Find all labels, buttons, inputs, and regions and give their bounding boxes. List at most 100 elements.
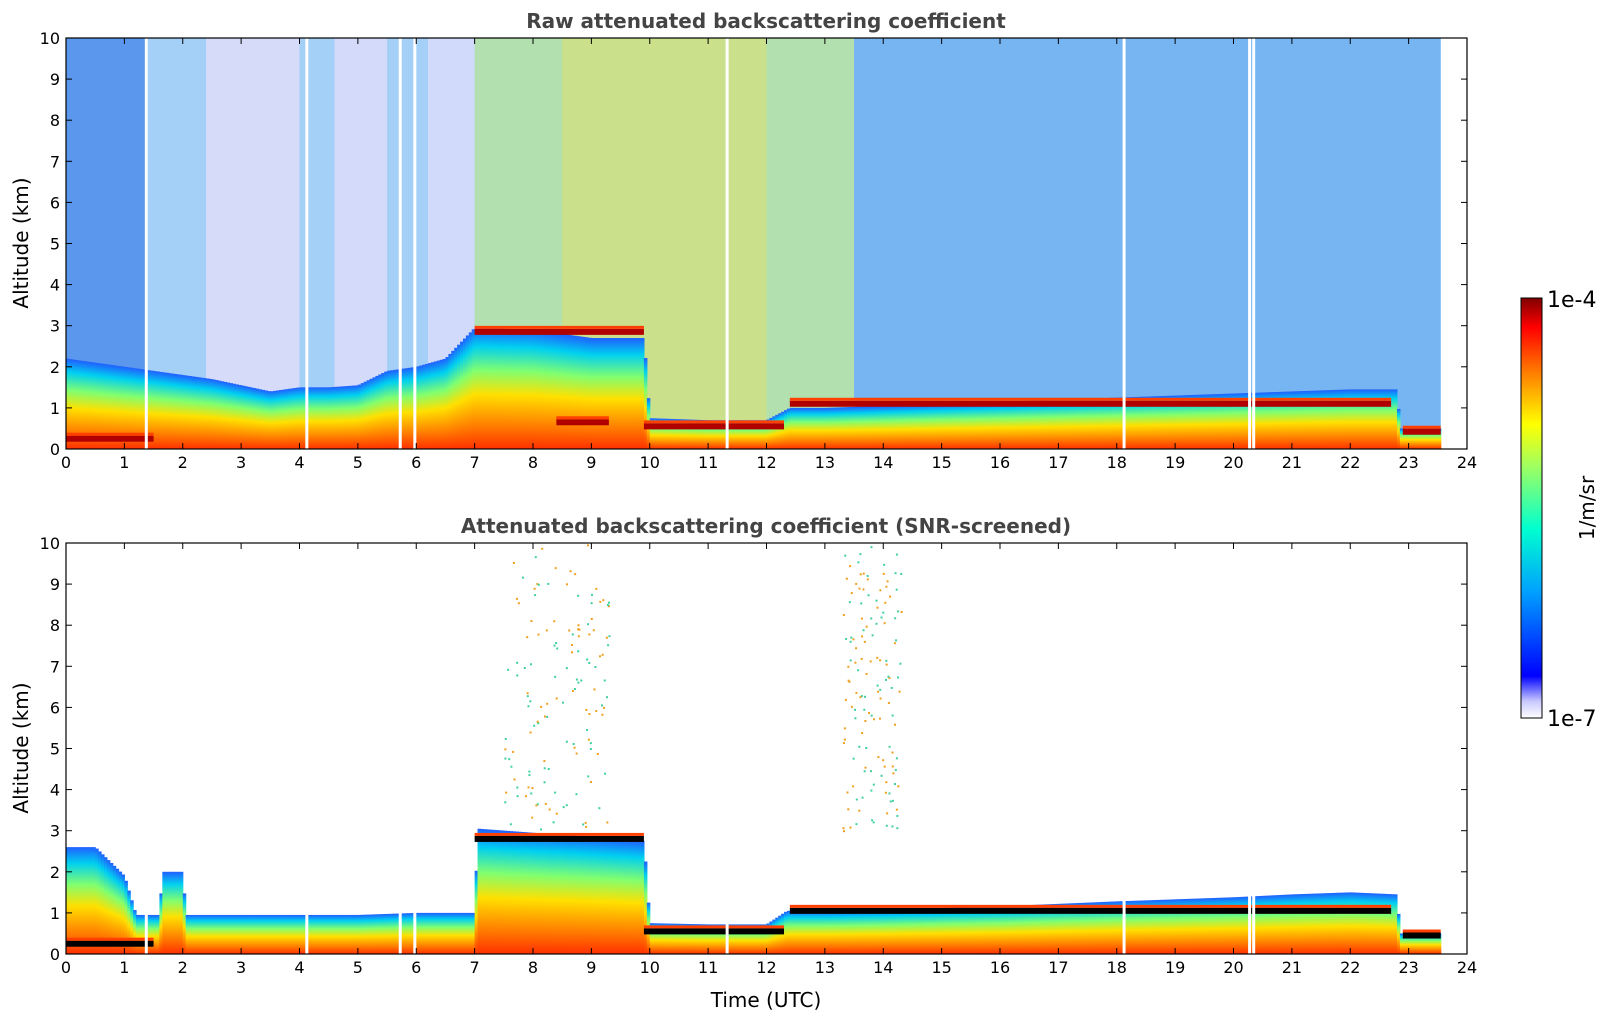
y-tick-label: 3	[50, 317, 60, 336]
backscatter-column	[217, 380, 222, 449]
speck	[516, 795, 519, 798]
backscatter-column	[801, 910, 806, 954]
speck	[877, 690, 880, 693]
backscatter-column	[384, 371, 388, 449]
speck	[526, 692, 529, 695]
backscatter-column	[173, 373, 178, 449]
backscatter-column	[506, 328, 511, 449]
data-gap	[144, 543, 148, 954]
backscatter-column	[217, 914, 222, 954]
backscatter-column	[1201, 394, 1205, 449]
backscatter-column	[1382, 893, 1386, 954]
data-gap	[725, 543, 729, 954]
cloud-layer	[789, 400, 1392, 407]
backscatter-column	[588, 337, 592, 449]
backscatter-column	[1163, 395, 1167, 449]
speck	[855, 798, 858, 801]
backscatter-column	[1032, 904, 1036, 954]
y-tick-label: 6	[50, 698, 60, 717]
speck	[871, 819, 874, 822]
backscatter-column	[979, 906, 984, 954]
backscatter-column	[754, 420, 759, 449]
speck	[876, 606, 879, 609]
x-tick-label: 0	[61, 453, 71, 472]
speck	[891, 751, 894, 754]
backscatter-column	[462, 338, 467, 449]
backscatter-column	[430, 362, 435, 449]
speck	[895, 808, 898, 811]
backscatter-column	[1020, 905, 1024, 954]
speck	[543, 781, 546, 784]
backscatter-column	[1408, 428, 1413, 449]
backscatter-column	[1385, 893, 1389, 954]
backscatter-column	[118, 871, 123, 954]
speck	[587, 623, 590, 626]
backscatter-column	[1359, 389, 1363, 449]
backscatter-column	[676, 419, 680, 449]
speck	[855, 647, 858, 650]
backscatter-column	[159, 371, 163, 449]
speck	[598, 807, 601, 810]
backscatter-column	[340, 386, 344, 449]
backscatter-column	[235, 914, 239, 954]
backscatter-column	[194, 376, 198, 449]
backscatter-column	[871, 909, 876, 954]
backscatter-column	[1090, 902, 1094, 954]
backscatter-column	[932, 908, 937, 954]
backscatter-column	[976, 906, 981, 954]
backscatter-column	[1105, 397, 1109, 449]
backscatter-column	[1093, 398, 1097, 449]
backscatter-column	[912, 908, 916, 954]
backscatter-column	[1359, 892, 1363, 954]
speck	[849, 826, 852, 829]
backscatter-column	[1382, 389, 1386, 449]
backscatter-column	[220, 914, 225, 954]
speck	[586, 729, 589, 732]
speck	[584, 821, 587, 824]
speck	[582, 823, 585, 826]
backscatter-column	[255, 914, 260, 954]
backscatter-column	[1312, 390, 1316, 449]
backscatter-column	[460, 912, 464, 954]
data-gap	[413, 38, 417, 449]
backscatter-column	[270, 914, 274, 954]
backscatter-column	[416, 912, 420, 954]
speck	[600, 704, 603, 707]
backscatter-column	[101, 854, 105, 954]
x-tick-label: 0	[61, 958, 71, 977]
backscatter-column	[1017, 905, 1022, 954]
backscatter-column	[927, 908, 931, 954]
speck	[516, 661, 519, 664]
backscatter-column	[597, 338, 601, 449]
backscatter-column	[311, 914, 315, 954]
backscatter-column	[927, 404, 931, 449]
backscatter-column	[1274, 895, 1278, 954]
backscatter-column	[1399, 428, 1404, 449]
speck	[894, 572, 897, 575]
backscatter-column	[1035, 904, 1039, 954]
backscatter-column	[1058, 903, 1062, 954]
backscatter-column	[1178, 899, 1182, 954]
backscatter-column	[1075, 903, 1080, 954]
backscatter-column	[751, 420, 756, 449]
backscatter-column	[997, 401, 1001, 449]
speck	[577, 650, 580, 653]
backscatter-column	[614, 338, 619, 449]
backscatter-column	[976, 402, 981, 449]
speck	[589, 781, 592, 784]
backscatter-column	[608, 338, 613, 449]
speck	[860, 617, 863, 620]
backscatter-column	[874, 909, 879, 954]
speck	[860, 695, 863, 698]
backscatter-column	[924, 404, 928, 449]
backscatter-column	[346, 914, 350, 954]
backscatter-column	[352, 914, 356, 954]
backscatter-column	[550, 332, 555, 449]
speck	[857, 561, 860, 564]
backscatter-column	[317, 914, 321, 954]
backscatter-column	[1376, 893, 1381, 954]
speck	[571, 633, 574, 636]
speck	[533, 587, 536, 590]
backscatter-column	[535, 330, 540, 449]
speck	[602, 599, 605, 602]
